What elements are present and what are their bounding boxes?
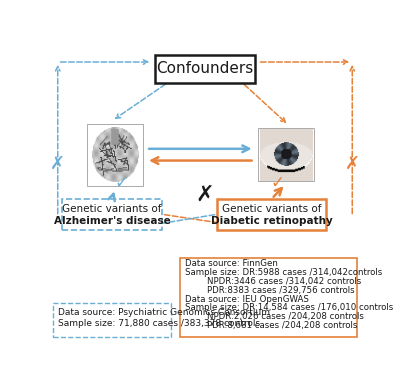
Text: Sample size: 71,880 cases /383,378 controls: Sample size: 71,880 cases /383,378 contr… [58,319,260,328]
Text: ✓: ✓ [271,173,285,192]
Text: Genetic variants of: Genetic variants of [62,204,162,214]
FancyBboxPatch shape [155,55,255,83]
Text: NPDR:2,026 cases /204,208 controls: NPDR:2,026 cases /204,208 controls [185,312,364,321]
FancyBboxPatch shape [53,303,171,337]
Text: Confounders: Confounders [156,61,254,76]
Text: Data source: IEU OpenGWAS: Data source: IEU OpenGWAS [185,295,309,304]
Text: Sample size: DR:14,584 cases /176,010 controls: Sample size: DR:14,584 cases /176,010 co… [185,303,393,312]
Text: Genetic variants of: Genetic variants of [222,204,322,214]
Text: Alzheimer's disease: Alzheimer's disease [54,216,170,226]
Text: PDR:8383 cases /329,756 controls: PDR:8383 cases /329,756 controls [185,286,354,295]
Text: Data source: FinnGen: Data source: FinnGen [185,259,278,268]
FancyBboxPatch shape [218,199,326,230]
FancyBboxPatch shape [180,257,357,337]
Text: Diabetic retinopathy: Diabetic retinopathy [211,216,332,226]
Text: NPDR:3446 cases /314,042 controls: NPDR:3446 cases /314,042 controls [185,277,361,286]
Text: ✗: ✗ [196,185,214,204]
Text: ✗: ✗ [50,154,65,173]
Text: ✓: ✓ [114,173,128,192]
Text: Data source: Psychiatric Genomics Consortium: Data source: Psychiatric Genomics Consor… [58,308,270,317]
Text: PDR:8,681 cases /204,208 controls: PDR:8,681 cases /204,208 controls [185,321,357,330]
Text: ✗: ✗ [345,154,360,173]
Text: Sample size: DR:5988 cases /314,042controls: Sample size: DR:5988 cases /314,042contr… [185,268,382,277]
FancyBboxPatch shape [62,199,162,230]
